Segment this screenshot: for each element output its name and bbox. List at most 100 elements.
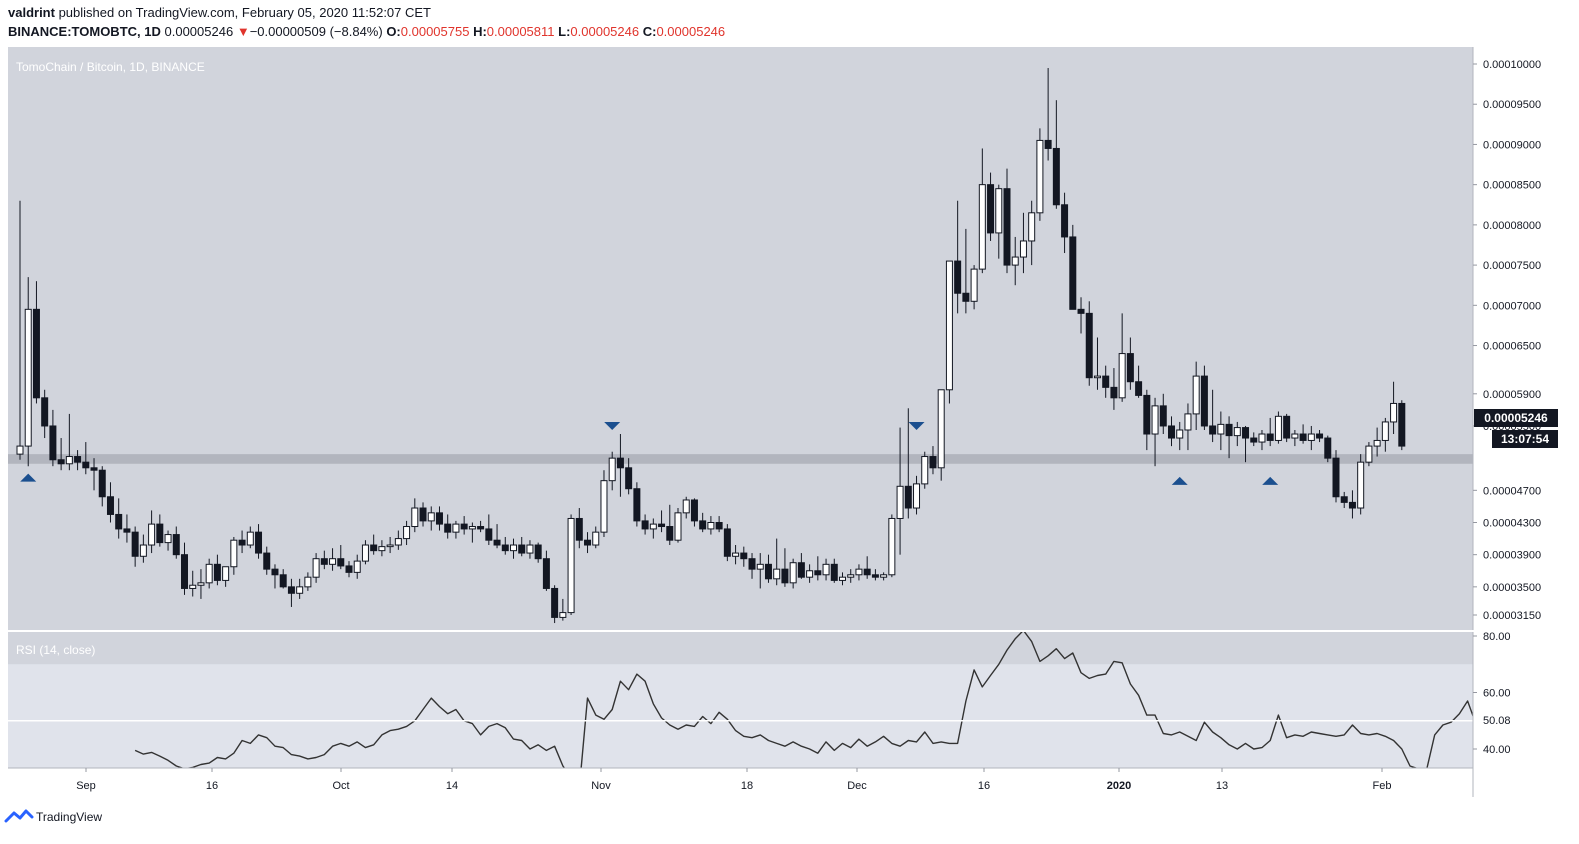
- candle[interactable]: [1077, 297, 1085, 334]
- candle[interactable]: [559, 598, 567, 621]
- candle[interactable]: [666, 504, 674, 546]
- candle[interactable]: [1085, 301, 1093, 386]
- candle[interactable]: [263, 546, 271, 575]
- candle[interactable]: [222, 566, 230, 587]
- candle[interactable]: [205, 558, 213, 589]
- candle[interactable]: [403, 520, 411, 546]
- candle[interactable]: [806, 564, 814, 583]
- candle[interactable]: [1044, 68, 1052, 161]
- candle[interactable]: [1069, 224, 1077, 310]
- rsi-axis[interactable]: 80.00 60.00 40.00: [1473, 631, 1511, 756]
- candle[interactable]: [896, 427, 904, 555]
- candle[interactable]: [748, 553, 756, 579]
- candle[interactable]: [386, 536, 394, 554]
- candle[interactable]: [164, 530, 172, 551]
- candle[interactable]: [1151, 397, 1159, 467]
- candle[interactable]: [1307, 425, 1315, 451]
- candle[interactable]: [271, 564, 279, 589]
- candle[interactable]: [1028, 200, 1036, 266]
- publisher-name[interactable]: valdrint: [8, 5, 55, 20]
- candle[interactable]: [1159, 393, 1167, 435]
- candle[interactable]: [1019, 212, 1027, 274]
- candle[interactable]: [1390, 381, 1398, 435]
- candle[interactable]: [690, 498, 698, 527]
- candle[interactable]: [1381, 417, 1389, 452]
- candle[interactable]: [329, 548, 337, 571]
- candle[interactable]: [1348, 490, 1356, 519]
- candle[interactable]: [1373, 427, 1381, 457]
- candle[interactable]: [1357, 454, 1365, 515]
- candle[interactable]: [551, 585, 559, 624]
- candle[interactable]: [1225, 416, 1233, 459]
- candle[interactable]: [567, 514, 575, 615]
- candle[interactable]: [633, 482, 641, 527]
- candle[interactable]: [287, 578, 295, 607]
- candle[interactable]: [172, 526, 180, 559]
- candle[interactable]: [518, 536, 526, 557]
- candle[interactable]: [41, 389, 49, 439]
- candle[interactable]: [1316, 429, 1324, 443]
- candle[interactable]: [945, 260, 953, 404]
- candle[interactable]: [616, 434, 624, 497]
- candle[interactable]: [485, 514, 493, 546]
- candle[interactable]: [181, 542, 188, 595]
- candle[interactable]: [847, 569, 855, 583]
- candle[interactable]: [797, 553, 805, 579]
- brand-name[interactable]: TradingView: [36, 810, 103, 824]
- candle[interactable]: [337, 545, 345, 570]
- candle[interactable]: [82, 442, 90, 475]
- candle[interactable]: [584, 532, 592, 554]
- candle[interactable]: [493, 524, 501, 549]
- candle[interactable]: [880, 572, 888, 581]
- candle[interactable]: [246, 526, 254, 549]
- candle[interactable]: [1258, 429, 1266, 451]
- candle[interactable]: [238, 530, 246, 554]
- candle[interactable]: [378, 540, 386, 557]
- candle[interactable]: [921, 451, 929, 489]
- candle[interactable]: [213, 554, 221, 586]
- price-axis[interactable]: 0.00010000 0.00009500 0.00009000 0.00008500…: [1473, 59, 1541, 622]
- candle[interactable]: [987, 172, 995, 241]
- candle[interactable]: [542, 550, 550, 591]
- candle[interactable]: [320, 550, 328, 570]
- candle[interactable]: [57, 438, 65, 471]
- candle[interactable]: [197, 569, 205, 599]
- candle[interactable]: [1135, 365, 1143, 398]
- candle[interactable]: [477, 520, 485, 533]
- candle[interactable]: [90, 458, 98, 491]
- candle[interactable]: [427, 506, 435, 531]
- candle[interactable]: [139, 534, 147, 563]
- candle[interactable]: [756, 553, 764, 589]
- candle[interactable]: [641, 514, 649, 535]
- candle[interactable]: [1093, 337, 1101, 390]
- candle[interactable]: [230, 536, 238, 575]
- candle[interactable]: [1192, 361, 1200, 430]
- candle[interactable]: [106, 482, 114, 523]
- candle[interactable]: [625, 458, 633, 495]
- candle[interactable]: [279, 569, 287, 589]
- time-axis[interactable]: Sep 16 Oct 14 Nov 18 Dec 16 2020 13 Feb: [76, 768, 1391, 792]
- candle[interactable]: [1200, 365, 1208, 430]
- candle[interactable]: [740, 546, 748, 567]
- symbol-label[interactable]: BINANCE:TOMOBTC, 1D: [8, 24, 161, 39]
- candle[interactable]: [1324, 435, 1332, 463]
- candle[interactable]: [1242, 425, 1250, 463]
- candle[interactable]: [871, 569, 879, 581]
- candle[interactable]: [822, 558, 830, 581]
- candle[interactable]: [156, 514, 164, 547]
- candle[interactable]: [814, 556, 822, 581]
- candle[interactable]: [296, 578, 304, 599]
- candle[interactable]: [608, 451, 616, 491]
- candle[interactable]: [1143, 389, 1151, 451]
- candle[interactable]: [98, 466, 106, 507]
- candle[interactable]: [1118, 313, 1126, 402]
- candle[interactable]: [534, 542, 542, 563]
- candle[interactable]: [115, 498, 123, 539]
- candle[interactable]: [468, 522, 476, 543]
- candle[interactable]: [789, 558, 797, 589]
- candle[interactable]: [353, 554, 361, 579]
- candle[interactable]: [1110, 368, 1118, 410]
- candle[interactable]: [1274, 411, 1282, 444]
- candle[interactable]: [452, 520, 460, 539]
- candle[interactable]: [1299, 424, 1307, 444]
